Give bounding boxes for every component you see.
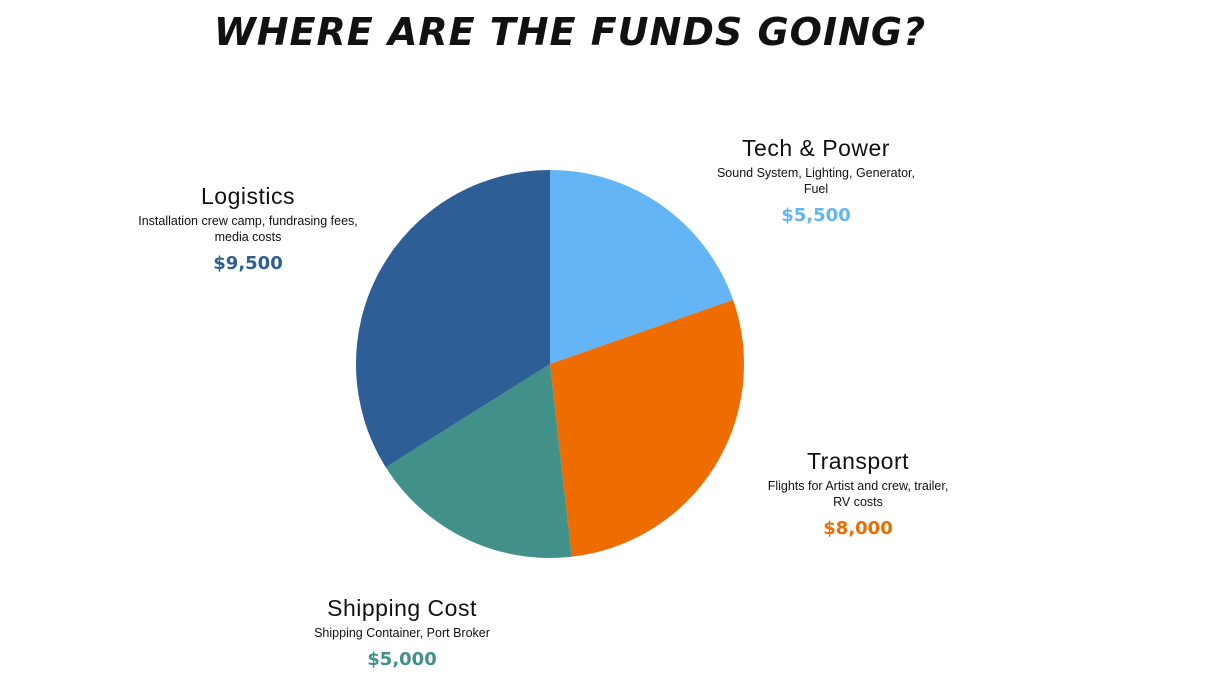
category-name: Tech & Power — [742, 135, 890, 161]
category-name: Logistics — [201, 183, 295, 209]
slice-label: Transport Flights for Artist and crew, tr… — [758, 448, 958, 539]
chart-title: WHERE ARE THE FUNDS GOING? — [213, 10, 927, 54]
slice-label: Shipping Cost Shipping Container, Port Br… — [272, 595, 532, 670]
slice-label: Logistics Installation crew camp, fundras… — [123, 183, 373, 274]
slice-label: Tech & Power Sound System, Lighting, Gene… — [716, 135, 916, 226]
category-name: Transport — [806, 448, 910, 474]
category-description: Flights for Artist and crew, trailer, RV… — [767, 479, 949, 509]
category-name: Shipping Cost — [327, 595, 477, 621]
value-label: $5,500 — [781, 205, 851, 226]
pie-slice — [355, 170, 550, 468]
pie-slice — [385, 364, 572, 558]
value-label: $8,000 — [823, 518, 893, 539]
category-description: Sound System, Lighting, Generator, Fuel — [716, 166, 916, 196]
category-description: Shipping Container, Port Broker — [314, 626, 490, 640]
category-description: Installation crew camp, fundrasing fees,… — [138, 214, 358, 244]
value-label: $9,500 — [213, 253, 283, 274]
pie-slice — [550, 299, 744, 557]
pie-slice — [550, 170, 734, 364]
value-label: $5,000 — [367, 649, 437, 670]
